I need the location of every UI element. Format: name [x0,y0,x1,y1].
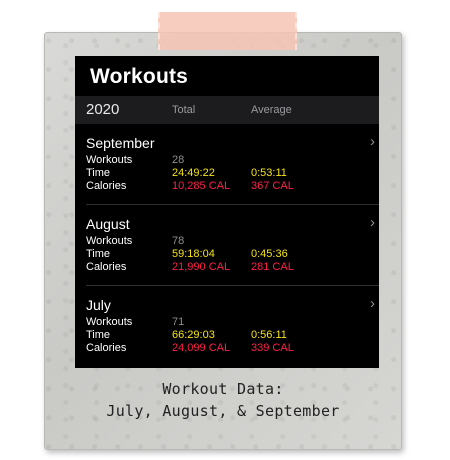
time-average: 0:45:36 [251,248,288,260]
time-total: 24:49:22 [172,167,215,179]
calories-label: Calories [86,180,127,192]
tape-decoration [158,12,297,50]
month-name: August [86,216,130,232]
month-row-july[interactable]: July › Workouts 71 Time 66:29:03 0:56:11… [75,287,379,367]
calories-total: 10,285 CAL [172,180,231,192]
time-total: 59:18:04 [172,248,215,260]
time-label: Time [86,329,111,341]
row-divider [86,285,379,286]
workouts-label: Workouts [86,316,133,328]
time-total: 66:29:03 [172,329,215,341]
caption-line-2: July, August, & September [106,402,340,420]
chevron-right-icon: › [370,133,375,150]
time-average: 0:56:11 [251,329,287,341]
workouts-label: Workouts [86,235,133,247]
month-name: July [86,297,111,313]
row-divider [86,204,379,205]
workouts-count: 78 [172,235,185,247]
app-screen: Workouts 2020 Total Average September › … [75,56,379,368]
chevron-right-icon: › [370,295,375,312]
calories-label: Calories [86,261,127,273]
calories-average: 367 CAL [251,180,294,192]
calories-average: 339 CAL [251,342,294,354]
time-average: 0:53:11 [251,167,287,179]
page-title: Workouts [90,65,189,88]
calories-total: 21,990 CAL [172,261,231,273]
caption-line-1: Workout Data: [162,380,284,398]
calories-total: 24,099 CAL [172,342,231,354]
average-column-label: Average [251,104,292,116]
workouts-label: Workouts [86,154,133,166]
time-label: Time [86,167,111,179]
workouts-count: 28 [172,154,185,166]
calories-average: 281 CAL [251,261,294,273]
year-label: 2020 [86,101,120,118]
chevron-right-icon: › [370,214,375,231]
month-row-september[interactable]: September › Workouts 28 Time 24:49:22 0:… [75,125,379,205]
time-label: Time [86,248,111,260]
month-name: September [86,135,155,151]
total-column-label: Total [172,104,196,116]
month-row-august[interactable]: August › Workouts 78 Time 59:18:04 0:45:… [75,206,379,286]
calories-label: Calories [86,342,127,354]
column-header-row: 2020 Total Average [75,96,379,124]
workouts-count: 71 [172,316,185,328]
